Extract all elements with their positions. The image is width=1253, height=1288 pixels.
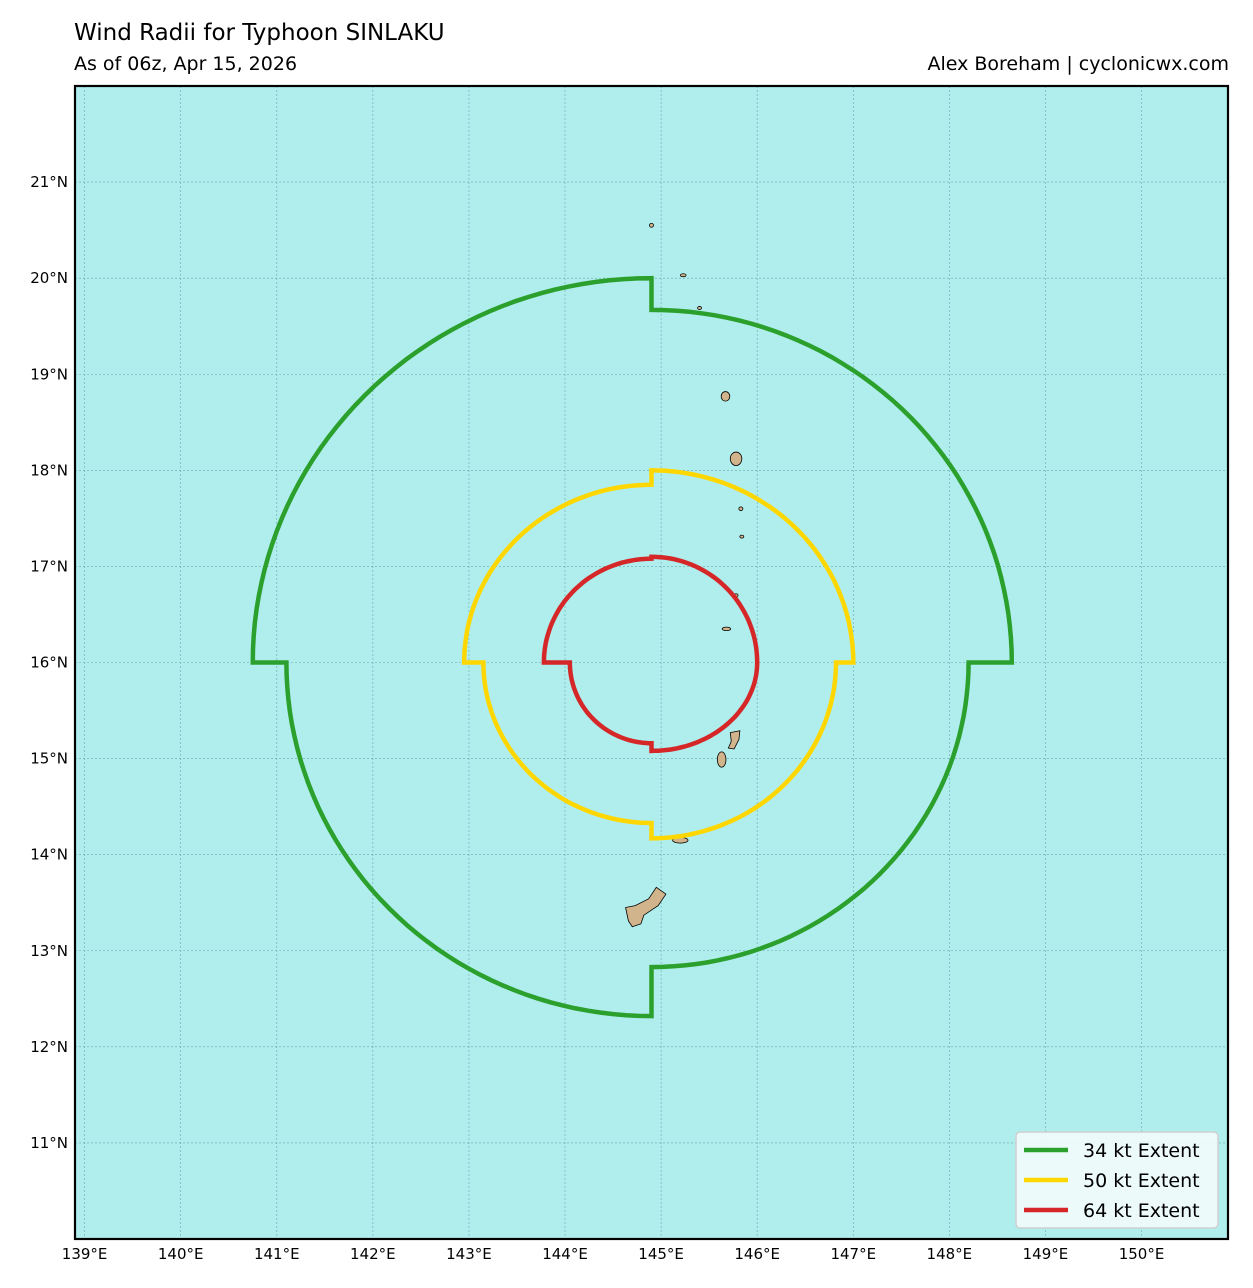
wind-radius-outline <box>250 275 1015 1019</box>
legend-box <box>1015 1131 1219 1229</box>
island <box>720 391 731 402</box>
lat-tick-label: 12°N <box>30 1038 68 1056</box>
lat-tick-label: 13°N <box>30 942 68 960</box>
lon-tick-label: 141°E <box>254 1245 300 1263</box>
lon-tick-label: 148°E <box>927 1245 973 1263</box>
lon-tick-label: 142°E <box>350 1245 396 1263</box>
lat-tick-label: 17°N <box>30 557 68 575</box>
island <box>738 506 744 512</box>
island <box>716 751 727 768</box>
credit-text: Alex Boreham | cyclonicwx.com <box>927 53 1229 75</box>
map-frame <box>73 84 1230 1241</box>
wind-radius-outline <box>461 467 856 841</box>
latitude-axis: 11°N 12°N 13°N 14°N 15°N 16°N 17°N 18°N 19°N 20°N… <box>30 173 68 1152</box>
lon-tick-label: 139°E <box>62 1245 108 1263</box>
lon-tick-label: 145°E <box>638 1245 684 1263</box>
lon-tick-label: 144°E <box>542 1245 588 1263</box>
page-title: Wind Radii for Typhoon SINLAKU <box>74 20 445 46</box>
wind-radii-layer <box>250 275 1015 1019</box>
island <box>739 534 745 539</box>
legend-label: 64 kt Extent <box>1083 1200 1200 1222</box>
land-layer <box>625 222 745 928</box>
lon-tick-label: 143°E <box>446 1245 492 1263</box>
wind-radius-outline <box>541 554 760 754</box>
lon-tick-label: 147°E <box>830 1245 876 1263</box>
page-subtitle: As of 06z, Apr 15, 2026 <box>74 53 298 75</box>
lat-tick-label: 19°N <box>30 365 68 383</box>
lon-tick-label: 146°E <box>734 1245 780 1263</box>
lon-tick-label: 149°E <box>1023 1245 1069 1263</box>
island-saipan <box>727 730 741 750</box>
lat-tick-label: 16°N <box>30 654 68 672</box>
lat-tick-label: 21°N <box>30 173 68 191</box>
island <box>697 306 702 310</box>
island <box>729 451 743 466</box>
lat-tick-label: 20°N <box>30 269 68 287</box>
lat-tick-label: 15°N <box>30 750 68 768</box>
island-guam <box>625 886 667 928</box>
legend: 34 kt Extent 50 kt Extent 64 kt Extent <box>1015 1131 1219 1229</box>
island <box>721 626 732 632</box>
lon-tick-label: 140°E <box>158 1245 204 1263</box>
lon-tick-label: 150°E <box>1119 1245 1165 1263</box>
longitude-axis: 139°E 140°E 141°E 142°E 143°E 144°E 145°E 146°E… <box>62 1245 1165 1263</box>
lat-tick-label: 11°N <box>30 1134 68 1152</box>
lat-tick-label: 14°N <box>30 846 68 864</box>
legend-label: 50 kt Extent <box>1083 1170 1200 1192</box>
island <box>679 273 687 278</box>
legend-label: 34 kt Extent <box>1083 1140 1200 1162</box>
island <box>649 222 654 228</box>
lat-tick-label: 18°N <box>30 461 68 479</box>
